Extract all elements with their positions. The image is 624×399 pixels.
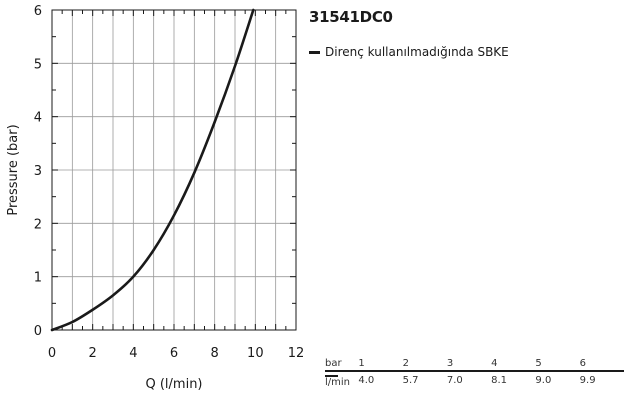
x-tick-labels: 0 2 4 6 8 10 12 (48, 346, 304, 361)
y-tick-label: 3 (34, 164, 42, 179)
flow-cell: 7.0 (446, 374, 463, 386)
product-title: 31541DC0 (309, 8, 393, 26)
y-tick-label: 4 (34, 111, 42, 126)
flow-cell: 4.0 (358, 374, 375, 386)
table-header-row: bar 1 2 3 4 5 6 (325, 357, 624, 372)
table-unit-label: l/min (325, 377, 351, 388)
pressure-cell: 4 (491, 357, 536, 372)
chart-legend: Direnç kullanılmadığında SBKE (309, 45, 509, 59)
x-tick-label: 0 (48, 346, 56, 361)
table-unit-cell: l/min (325, 371, 358, 388)
unit-line-swatch (325, 375, 338, 377)
y-tick-label: 6 (34, 4, 42, 19)
pressure-cell: 6 (579, 357, 624, 372)
x-tick-label: 4 (129, 346, 137, 361)
chart-grid (51, 9, 297, 331)
legend-line-swatch (309, 50, 320, 54)
pressure-cell: 2 (402, 357, 447, 372)
y-axis-label: Pressure (bar) (6, 124, 21, 215)
y-tick-labels: 0 1 2 3 4 5 6 (34, 4, 42, 339)
x-tick-label: 6 (170, 346, 178, 361)
y-tick-label: 5 (34, 57, 42, 72)
flow-cell: 5.7 (402, 374, 419, 386)
x-axis-label: Q (l/min) (145, 377, 202, 392)
pressure-cell: 1 (358, 357, 403, 372)
pressure-flow-table: bar 1 2 3 4 5 6 l/min 4.0 5.7 7.0 8.1 9.… (325, 357, 624, 388)
flow-cell: 9.9 (579, 374, 596, 386)
legend-label: Direnç kullanılmadığında SBKE (325, 45, 509, 59)
x-tick-label: 8 (211, 346, 219, 361)
x-tick-label: 12 (288, 346, 305, 361)
x-tick-label: 10 (247, 346, 264, 361)
y-tick-label: 0 (34, 324, 42, 339)
table-flow-row: l/min 4.0 5.7 7.0 8.1 9.0 9.9 (325, 371, 624, 388)
table-header-label: bar (325, 357, 359, 372)
y-tick-label: 2 (34, 217, 42, 232)
pressure-curve (50, 8, 255, 332)
flow-cell: 8.1 (491, 374, 508, 386)
pressure-cell: 5 (535, 357, 580, 372)
pressure-cell: 3 (446, 357, 492, 372)
x-tick-label: 2 (89, 346, 97, 361)
y-tick-label: 1 (34, 271, 42, 286)
flow-cell: 9.0 (535, 374, 552, 386)
plot-frame (51, 9, 297, 331)
